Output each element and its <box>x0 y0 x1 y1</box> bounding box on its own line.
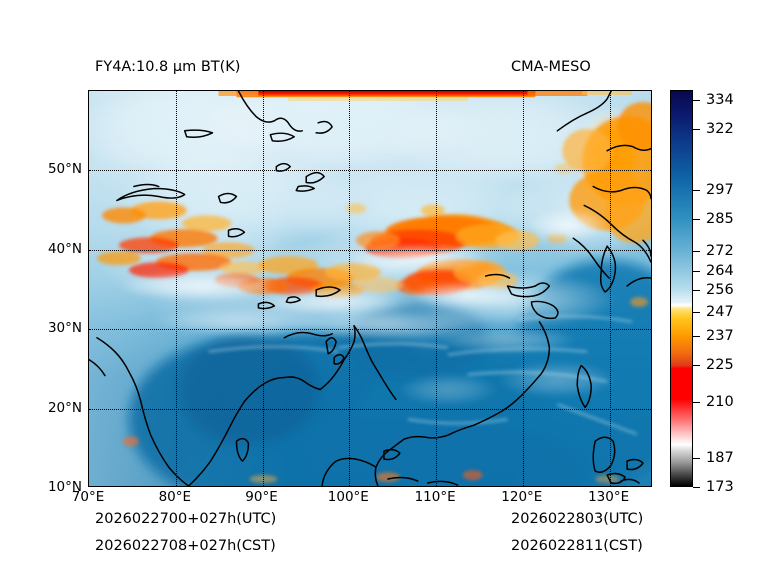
xtick-label-2: 90°E <box>245 489 278 505</box>
colorbar-label-1: 322 <box>706 121 734 137</box>
forecast-init-utc: 2026022700+027h(UTC) <box>95 511 277 527</box>
colorbar-label-2: 297 <box>706 182 734 198</box>
gridline-lon-110 <box>436 91 438 486</box>
colorbar-tick-247 <box>693 312 700 313</box>
colorbar-label-9: 225 <box>706 357 734 373</box>
xtick-label-6: 130°E <box>588 489 630 505</box>
colorbar-tick-237 <box>693 336 700 337</box>
colorbar-label-3: 285 <box>706 211 734 227</box>
ytick-label-3: 20°N <box>47 399 82 416</box>
colorbar-tick-285 <box>693 219 700 220</box>
colorbar-tick-297 <box>693 190 700 191</box>
gridline-lon-120 <box>522 91 524 486</box>
colorbar-tick-225 <box>693 365 700 366</box>
xtick-label-0: 70°E <box>71 489 105 505</box>
ytick-label-1: 40°N <box>47 240 82 257</box>
colorbar-tick-187 <box>693 458 700 459</box>
page-title: FY4A:10.8 μm BT(K) <box>95 59 241 75</box>
map-raster <box>89 91 651 486</box>
gridline-lon-130 <box>609 91 611 486</box>
colorbar-label-7: 247 <box>706 304 734 320</box>
ytick-label-0: 50°N <box>47 161 82 178</box>
colorbar-label-10: 210 <box>706 394 734 410</box>
xtick-label-1: 80°E <box>158 489 192 505</box>
forecast-init-cst: 2026022708+027h(CST) <box>95 538 276 554</box>
valid-time-cst: 2026022811(CST) <box>511 538 643 554</box>
gridline-lon-100 <box>349 91 351 486</box>
ytick-label-2: 30°N <box>47 320 82 337</box>
colorbar-tick-256 <box>693 290 700 291</box>
gridline-lat-50 <box>89 170 651 172</box>
model-label: CMA-MESO <box>511 59 591 75</box>
xtick-label-5: 120°E <box>501 489 543 505</box>
colorbar-label-6: 256 <box>706 282 734 298</box>
gridline-lat-20 <box>89 408 651 410</box>
colorbar-tick-334 <box>693 100 700 101</box>
colorbar-tick-272 <box>693 251 700 252</box>
colorbar-tick-264 <box>693 271 700 272</box>
satellite-brightness-temperature-map[interactable] <box>88 90 652 487</box>
xtick-label-3: 100°E <box>327 489 369 505</box>
colorbar[interactable] <box>670 90 693 487</box>
colorbar-tick-210 <box>693 402 700 403</box>
colorbar-label-4: 272 <box>706 243 734 259</box>
ytick-label-4: 10°N <box>47 478 82 495</box>
gridline-lat-40 <box>89 249 651 251</box>
xtick-label-4: 110°E <box>414 489 456 505</box>
valid-time-utc: 2026022803(UTC) <box>511 511 644 527</box>
colorbar-tick-173 <box>693 487 700 488</box>
gridline-lat-30 <box>89 329 651 331</box>
colorbar-label-5: 264 <box>706 263 734 279</box>
gridline-lon-90 <box>262 91 264 486</box>
gridline-lon-80 <box>175 91 177 486</box>
colorbar-tick-322 <box>693 129 700 130</box>
colorbar-label-11: 187 <box>706 450 734 466</box>
colorbar-label-0: 334 <box>706 92 734 108</box>
colorbar-label-12: 173 <box>706 479 734 495</box>
colorbar-label-8: 237 <box>706 328 734 344</box>
